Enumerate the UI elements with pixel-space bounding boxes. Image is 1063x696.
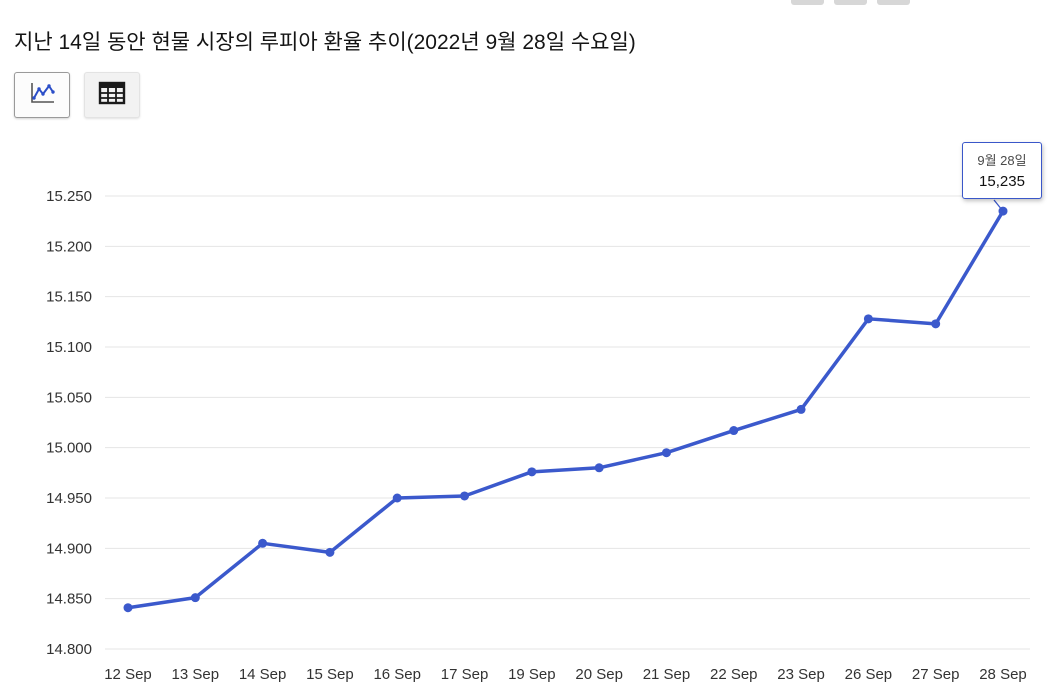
cropped-toolbar-button[interactable] (791, 0, 824, 5)
svg-text:17 Sep: 17 Sep (441, 666, 489, 683)
page-title: 지난 14일 동안 현물 시장의 루피아 환율 추이(2022년 9월 28일 … (14, 31, 636, 54)
chart-view-button[interactable] (14, 72, 70, 118)
view-toggle (14, 72, 140, 118)
tooltip-value: 15,235 (979, 173, 1025, 190)
svg-text:27 Sep: 27 Sep (912, 666, 960, 683)
svg-text:14.850: 14.850 (46, 591, 92, 608)
svg-text:21 Sep: 21 Sep (643, 666, 691, 683)
tooltip-date: 9월 28일 (977, 153, 1027, 168)
svg-text:19 Sep: 19 Sep (508, 666, 556, 683)
svg-text:13 Sep: 13 Sep (172, 666, 220, 683)
svg-text:15.000: 15.000 (46, 440, 92, 457)
svg-text:16 Sep: 16 Sep (373, 666, 421, 683)
svg-text:20 Sep: 20 Sep (575, 666, 623, 683)
svg-text:14.800: 14.800 (46, 641, 92, 658)
chart-tooltip: 9월 28일 15,235 (962, 142, 1042, 199)
table-icon (97, 80, 127, 111)
svg-text:12 Sep: 12 Sep (104, 666, 152, 683)
svg-text:15.100: 15.100 (46, 339, 92, 356)
line-chart-icon (27, 80, 57, 111)
svg-text:15.200: 15.200 (46, 238, 92, 255)
svg-text:14.950: 14.950 (46, 490, 92, 507)
svg-text:22 Sep: 22 Sep (710, 666, 758, 683)
svg-text:14.900: 14.900 (46, 540, 92, 557)
cropped-toolbar-button[interactable] (834, 0, 867, 5)
svg-text:26 Sep: 26 Sep (845, 666, 893, 683)
svg-text:28 Sep: 28 Sep (979, 666, 1027, 683)
line-chart-canvas[interactable]: 14.800 14.850 14.900 14.950 15.000 15.050 15.1… (0, 130, 1063, 696)
svg-text:14 Sep: 14 Sep (239, 666, 287, 683)
cropped-toolbar-button[interactable] (877, 0, 910, 5)
svg-text:23 Sep: 23 Sep (777, 666, 825, 683)
table-view-button[interactable] (84, 72, 140, 118)
svg-text:15.250: 15.250 (46, 188, 92, 205)
exchange-rate-chart: 14.800 14.850 14.900 14.950 15.000 15.050 15.1… (0, 130, 1063, 696)
svg-text:15 Sep: 15 Sep (306, 666, 354, 683)
svg-text:15.150: 15.150 (46, 289, 92, 306)
svg-text:15.050: 15.050 (46, 389, 92, 406)
